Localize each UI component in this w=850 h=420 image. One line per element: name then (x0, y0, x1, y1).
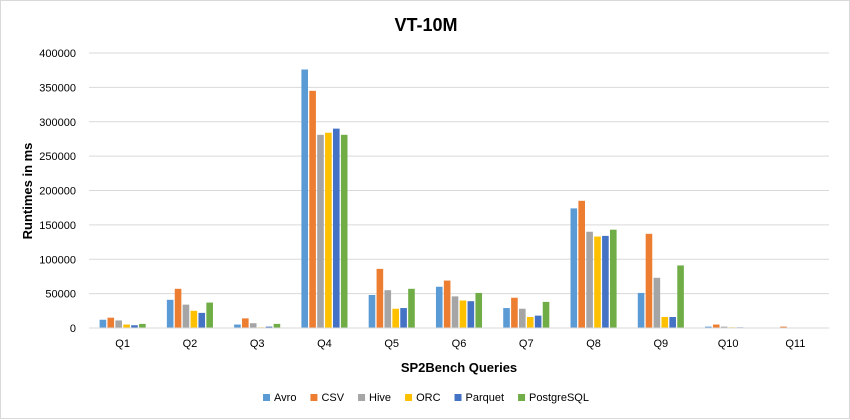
y-tick-label: 250000 (39, 151, 76, 163)
bar (475, 292, 483, 328)
legend-swatch (454, 394, 462, 401)
bar (712, 324, 720, 328)
bar (301, 69, 308, 328)
bar (182, 304, 190, 329)
bar (542, 301, 550, 329)
bar (570, 208, 578, 329)
bar (578, 200, 585, 328)
bar (107, 317, 115, 328)
x-tick-label: Q8 (586, 338, 601, 350)
bar (705, 326, 712, 329)
bar (459, 300, 467, 328)
bar (206, 302, 213, 328)
y-tick-label: 400000 (39, 48, 76, 60)
y-axis-title: Runtimes in ms (20, 143, 35, 240)
y-tick-label: 100000 (39, 254, 76, 266)
bar (309, 90, 316, 328)
y-axis-ticks: 0 50000 100000 150000 200000 250000 300000 3500… (39, 48, 76, 335)
gridlines (89, 52, 829, 295)
legend-label: CSV (321, 392, 344, 404)
x-tick-label: Q9 (653, 338, 668, 350)
bar (392, 308, 399, 328)
bar (242, 318, 249, 329)
y-tick-label: 150000 (39, 220, 76, 232)
bar (99, 319, 107, 328)
x-tick-label: Q6 (452, 338, 467, 350)
bar (234, 324, 241, 328)
bar (586, 231, 593, 328)
bar (780, 326, 787, 329)
bar (174, 288, 182, 328)
bar (249, 323, 257, 328)
legend-label: Avro (274, 392, 296, 404)
bar (408, 288, 415, 328)
bar (451, 296, 459, 329)
bar (511, 297, 518, 328)
bar (317, 134, 324, 328)
bar (400, 308, 407, 328)
y-tick-label: 200000 (39, 186, 76, 198)
y-tick-label: 350000 (39, 82, 76, 94)
bar (333, 128, 340, 329)
x-tick-label: Q3 (250, 338, 265, 350)
x-tick-label: Q10 (718, 338, 739, 350)
legend-label: ORC (416, 392, 441, 404)
bar (677, 265, 684, 328)
x-axis-ticks: Q1 Q2 Q3 Q4 Q5 Q6 Q7 Q8 Q9 Q10 Q11 (115, 338, 805, 350)
bar (435, 286, 443, 328)
y-tick-label: 300000 (39, 117, 76, 129)
bar (115, 320, 122, 328)
legend: Avro CSV Hive ORC Parquet PostgreSQL (263, 392, 589, 404)
bar (265, 326, 273, 329)
bar (443, 280, 451, 328)
bar (519, 308, 526, 328)
bar (190, 310, 198, 328)
bar (139, 323, 146, 329)
x-tick-label: Q4 (317, 338, 332, 350)
bar (526, 317, 534, 328)
bar (340, 134, 348, 328)
x-tick-label: Q2 (183, 338, 198, 350)
bar (325, 132, 332, 328)
y-tick-label: 50000 (45, 289, 76, 301)
bar (645, 233, 653, 328)
bar (661, 317, 669, 328)
bars (99, 69, 787, 329)
x-tick-label: Q1 (115, 338, 130, 350)
legend-swatch (518, 394, 526, 401)
bar (198, 312, 206, 329)
legend-label: PostgreSQL (529, 392, 589, 404)
bar (669, 317, 676, 328)
bar (467, 301, 475, 328)
bar (610, 229, 617, 328)
bar (368, 295, 376, 328)
bar (637, 292, 645, 328)
x-axis-title: SP2Bench Queries (401, 360, 517, 375)
y-tick-label: 0 (70, 323, 76, 335)
legend-swatch (405, 394, 413, 401)
bar (384, 290, 392, 328)
bar (131, 325, 138, 328)
chart-title: VT-10M (394, 15, 457, 35)
x-tick-label: Q5 (384, 338, 399, 350)
bar (594, 236, 601, 328)
bar (602, 235, 609, 329)
bar (534, 315, 542, 329)
bar (720, 326, 728, 329)
bar (376, 268, 384, 329)
legend-label: Hive (369, 392, 391, 404)
x-tick-label: Q11 (785, 338, 805, 350)
bar (123, 324, 130, 328)
legend-swatch (310, 394, 318, 401)
bar (166, 299, 174, 328)
bar (503, 308, 510, 328)
legend-label: Parquet (466, 392, 505, 404)
legend-swatch (358, 394, 366, 401)
x-tick-label: Q7 (519, 338, 534, 350)
legend-swatch (263, 394, 271, 401)
bar (273, 323, 281, 329)
bar (653, 277, 661, 328)
